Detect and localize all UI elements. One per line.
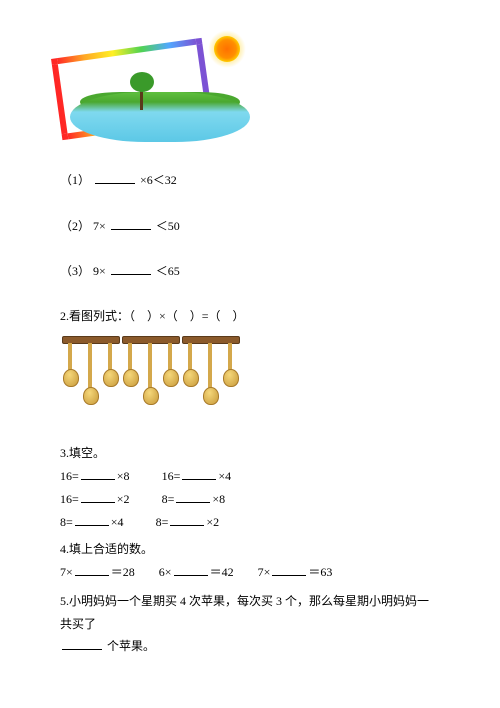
- q3-rhs: ×4: [111, 515, 124, 529]
- q3-lhs: 16=: [60, 469, 79, 483]
- bell-icon: [188, 343, 192, 373]
- bell-icon: [128, 343, 132, 373]
- blank-input[interactable]: [174, 563, 208, 576]
- q5-text: 5.小明妈妈一个星期买 4 次苹果，每次买 3 个，那么每星期小明妈妈一共买了 …: [60, 590, 440, 658]
- blank-input[interactable]: [111, 262, 151, 275]
- q1-post-2: ＜50: [156, 219, 180, 233]
- sun-icon: [214, 36, 240, 62]
- blank-input[interactable]: [176, 490, 210, 503]
- q4-label: 4.填上合适的数。: [60, 540, 440, 557]
- q3-lhs: 8=: [156, 515, 169, 529]
- q3-rhs: ×8: [212, 492, 225, 506]
- pond-shape: [70, 92, 250, 142]
- q1-post-3: ＜65: [156, 264, 180, 278]
- q5-suffix: 个苹果。: [107, 639, 155, 653]
- q1-item-3: （3） 9× ＜65: [60, 261, 440, 283]
- q5-line1: 5.小明妈妈一个星期买 4 次苹果，每次买 3 个，那么每星期小明妈妈一共买了: [60, 594, 429, 631]
- blank-input[interactable]: [62, 637, 102, 650]
- q1-item-2: （2） 7× ＜50: [60, 216, 440, 238]
- q3-rhs: ×2: [206, 515, 219, 529]
- q4-post: ＝28: [111, 565, 135, 579]
- q1-item-1: （1） ×6＜32: [60, 170, 440, 192]
- tree-icon: [140, 86, 143, 110]
- q3-row-3: 8= ×4 8= ×2: [60, 513, 440, 530]
- q1-num-1: （1）: [60, 173, 90, 187]
- bell-icon: [148, 343, 152, 391]
- blank-input[interactable]: [81, 467, 115, 480]
- blank-input[interactable]: [272, 563, 306, 576]
- q3-label: 3.填空。: [60, 444, 440, 461]
- worksheet-page: （1） ×6＜32 （2） 7× ＜50 （3） 9× ＜65 2.看图列式：（…: [0, 0, 500, 694]
- blank-input[interactable]: [95, 171, 135, 184]
- blank-input[interactable]: [170, 513, 204, 526]
- bell-icon: [168, 343, 172, 373]
- bell-icon: [108, 343, 112, 373]
- blank-input[interactable]: [182, 467, 216, 480]
- q3-row-1: 16= ×8 16= ×4: [60, 467, 440, 484]
- q4-pre: 7×: [258, 565, 271, 579]
- blank-input[interactable]: [111, 217, 151, 230]
- bell-icon: [88, 343, 92, 391]
- blank-input[interactable]: [81, 490, 115, 503]
- q1-num-2: （2）: [60, 219, 90, 233]
- q3-rhs: ×8: [117, 469, 130, 483]
- q3-lhs: 16=: [162, 469, 181, 483]
- q3-lhs: 8=: [60, 515, 73, 529]
- q4-pre: 7×: [60, 565, 73, 579]
- q3-row-2: 16= ×2 8= ×8: [60, 490, 440, 507]
- rainbow-pond-image: [50, 30, 270, 150]
- q1-post-1: ×6＜32: [140, 173, 177, 187]
- q3-lhs: 8=: [162, 492, 175, 506]
- q3-rhs: ×4: [218, 469, 231, 483]
- q4-row: 7× ＝28 6× ＝42 7× ＝63: [60, 563, 440, 580]
- bell-icon: [68, 343, 72, 373]
- q4-post: ＝63: [308, 565, 332, 579]
- bells-image: [60, 330, 240, 430]
- q2-label: 2.看图列式：（ ）×（ ）=（ ）: [60, 307, 440, 324]
- q4-post: ＝42: [210, 565, 234, 579]
- blank-input[interactable]: [75, 513, 109, 526]
- q1-num-3: （3）: [60, 264, 90, 278]
- q1-pre-2: 7×: [93, 219, 106, 233]
- q3-rhs: ×2: [117, 492, 130, 506]
- q4-pre: 6×: [159, 565, 172, 579]
- blank-input[interactable]: [75, 563, 109, 576]
- bell-icon: [208, 343, 212, 391]
- q1-pre-3: 9×: [93, 264, 106, 278]
- q3-lhs: 16=: [60, 492, 79, 506]
- bell-icon: [228, 343, 232, 373]
